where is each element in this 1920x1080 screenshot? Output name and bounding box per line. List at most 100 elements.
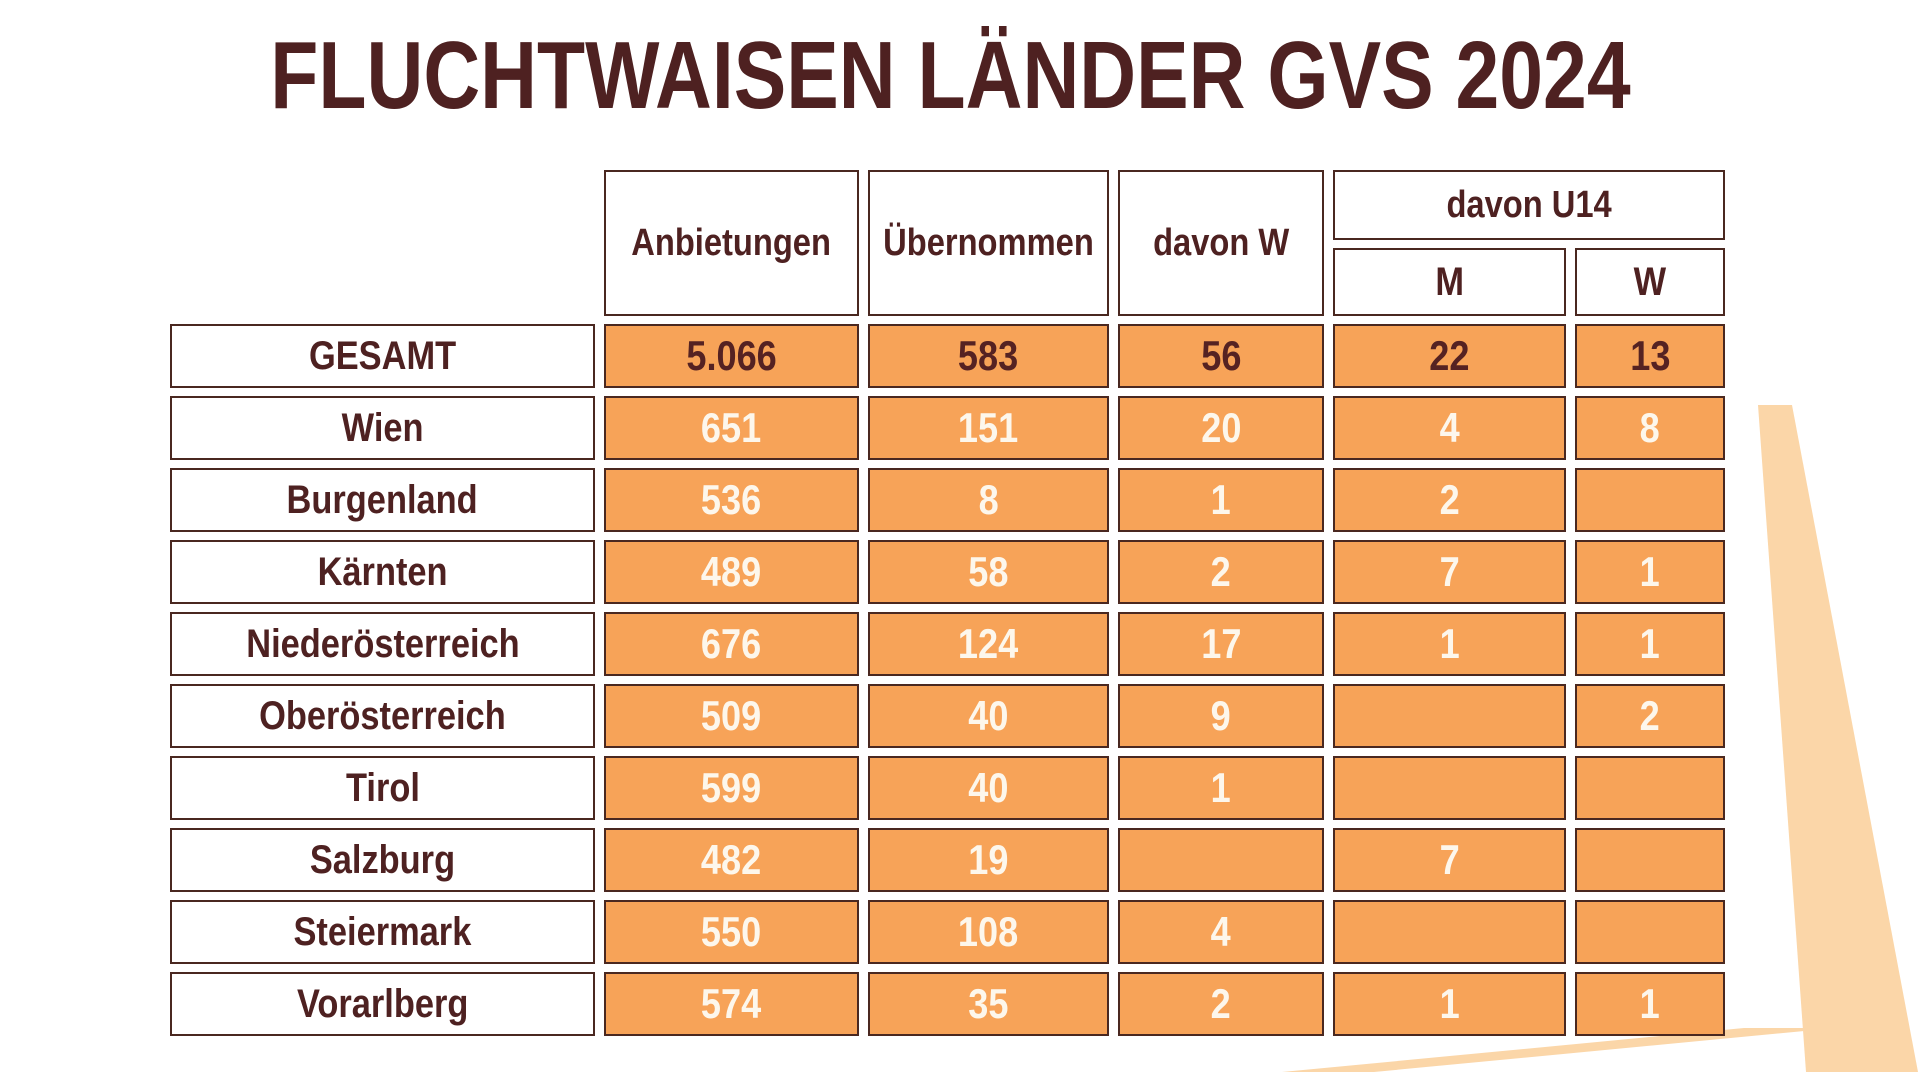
value-cell: 583 — [868, 324, 1109, 388]
value-cell: 8 — [868, 468, 1109, 532]
column-group-header-davon-u14: davon U14 — [1333, 170, 1725, 240]
value-cell: 574 — [604, 972, 859, 1036]
row-label-text: GESAMT — [308, 333, 457, 378]
value-cell: 1 — [1575, 612, 1725, 676]
value-cell-text: 108 — [958, 908, 1019, 955]
value-cell-text: 651 — [701, 404, 762, 451]
value-cell-text: 20 — [1200, 404, 1242, 451]
value-cell-text: 2 — [1210, 548, 1232, 595]
value-cell: 108 — [868, 900, 1109, 964]
value-cell-text: 17 — [1200, 620, 1242, 667]
value-cell-text: 124 — [958, 620, 1019, 667]
value-cell: 7 — [1333, 540, 1566, 604]
row-label: Wien — [170, 396, 595, 460]
value-cell: 550 — [604, 900, 859, 964]
value-cell-text: 35 — [968, 980, 1009, 1027]
row-label-text: Oberösterreich — [259, 693, 506, 738]
column-header-anbietungen: Anbietungen — [604, 170, 859, 316]
value-cell-text: 7 — [1439, 548, 1460, 595]
value-cell-text: 7 — [1439, 836, 1460, 883]
data-table: Anbietungen Übernommen davon W davon U14… — [170, 170, 1725, 1036]
value-cell: 536 — [604, 468, 859, 532]
value-cell-text: 1 — [1639, 548, 1661, 595]
value-cell-text: 19 — [968, 836, 1009, 883]
value-cell: 2 — [1333, 468, 1566, 532]
value-cell-text: 8 — [1639, 404, 1661, 451]
value-cell-text: 40 — [968, 692, 1009, 739]
value-cell: 22 — [1333, 324, 1566, 388]
value-cell: 1 — [1118, 468, 1324, 532]
value-cell: 151 — [868, 396, 1109, 460]
value-cell: 1 — [1333, 612, 1566, 676]
value-cell — [1575, 900, 1725, 964]
value-cell-text: 4 — [1439, 404, 1460, 451]
row-label: GESAMT — [170, 324, 595, 388]
value-cell: 13 — [1575, 324, 1725, 388]
value-cell-text: 574 — [701, 980, 762, 1027]
value-cell: 489 — [604, 540, 859, 604]
value-cell — [1118, 828, 1324, 892]
value-cell: 124 — [868, 612, 1109, 676]
value-cell: 9 — [1118, 684, 1324, 748]
value-cell: 56 — [1118, 324, 1324, 388]
value-cell: 5.066 — [604, 324, 859, 388]
row-label-text: Wien — [341, 405, 424, 450]
value-cell — [1575, 828, 1725, 892]
row-label: Vorarlberg — [170, 972, 595, 1036]
sub-header-m-label: M — [1435, 259, 1464, 304]
row-label-text: Steiermark — [293, 909, 472, 954]
sub-header-w: W — [1575, 248, 1725, 316]
value-cell: 1 — [1575, 972, 1725, 1036]
column-header-davon-w: davon W — [1118, 170, 1324, 316]
row-label-text: Niederösterreich — [245, 621, 520, 666]
value-cell: 482 — [604, 828, 859, 892]
value-cell: 2 — [1118, 972, 1324, 1036]
value-cell-text: 8 — [978, 476, 999, 523]
value-cell-text: 40 — [968, 764, 1009, 811]
column-header-uebernommen-label: Übernommen — [883, 221, 1094, 264]
watermark-wedge-right — [1758, 405, 1918, 1072]
value-cell-text: 2 — [1210, 980, 1232, 1027]
row-label: Oberösterreich — [170, 684, 595, 748]
value-cell-text: 13 — [1629, 332, 1671, 379]
value-cell: 40 — [868, 756, 1109, 820]
row-label-text: Burgenland — [286, 477, 479, 522]
row-label-text: Salzburg — [309, 837, 456, 882]
value-cell-text: 4 — [1210, 908, 1232, 955]
value-cell: 8 — [1575, 396, 1725, 460]
value-cell: 17 — [1118, 612, 1324, 676]
value-cell-text: 1 — [1639, 980, 1661, 1027]
value-cell-text: 2 — [1639, 692, 1661, 739]
value-cell: 1 — [1575, 540, 1725, 604]
value-cell-text: 550 — [701, 908, 762, 955]
sub-header-m: M — [1333, 248, 1566, 316]
row-label: Burgenland — [170, 468, 595, 532]
value-cell-text: 583 — [958, 332, 1019, 379]
value-cell-text: 509 — [701, 692, 762, 739]
value-cell: 1 — [1333, 972, 1566, 1036]
value-cell: 509 — [604, 684, 859, 748]
value-cell-text: 1 — [1639, 620, 1661, 667]
value-cell — [1333, 684, 1566, 748]
value-cell: 4 — [1333, 396, 1566, 460]
row-label: Niederösterreich — [170, 612, 595, 676]
value-cell-text: 1 — [1210, 476, 1232, 523]
value-cell-text: 536 — [701, 476, 762, 523]
value-cell — [1575, 756, 1725, 820]
value-cell: 599 — [604, 756, 859, 820]
value-cell-text: 1 — [1210, 764, 1232, 811]
row-label: Steiermark — [170, 900, 595, 964]
value-cell-text: 58 — [968, 548, 1009, 595]
column-header-anbietungen-label: Anbietungen — [631, 221, 832, 264]
value-cell: 40 — [868, 684, 1109, 748]
value-cell — [1333, 756, 1566, 820]
value-cell: 676 — [604, 612, 859, 676]
value-cell: 35 — [868, 972, 1109, 1036]
value-cell: 1 — [1118, 756, 1324, 820]
value-cell: 2 — [1575, 684, 1725, 748]
value-cell-text: 56 — [1200, 332, 1242, 379]
value-cell — [1575, 468, 1725, 532]
column-header-davon-w-label: davon W — [1152, 221, 1290, 264]
